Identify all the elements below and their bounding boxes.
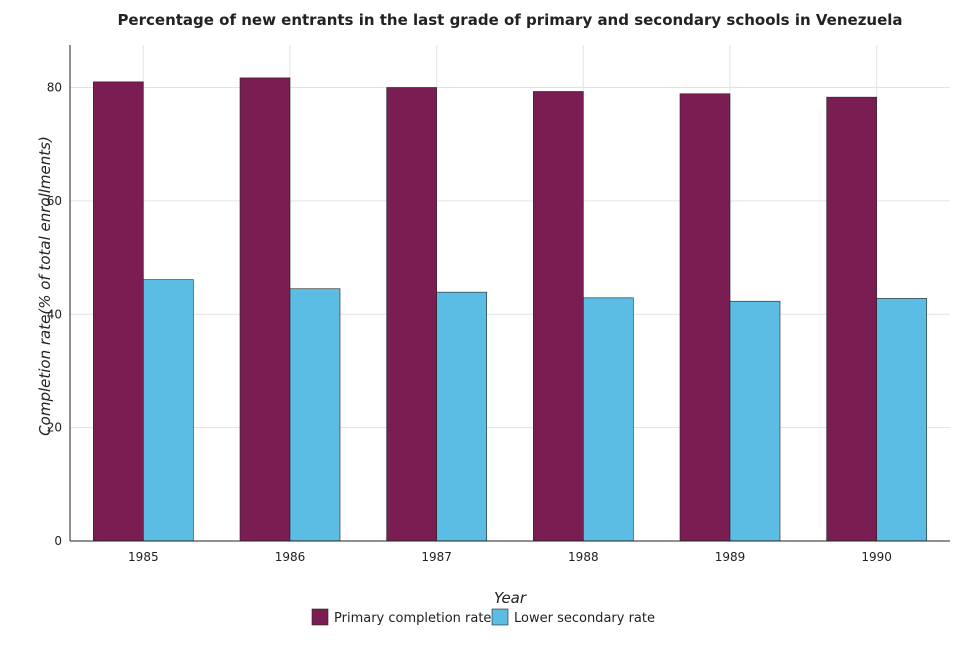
- bar-lower-secondary-1990: [876, 298, 927, 542]
- bar-primary-completion-1987: [386, 87, 437, 542]
- bar-lower-secondary-1985: [143, 279, 194, 542]
- legend: Primary completion rate Lower secondary r…: [311, 608, 655, 626]
- chart-title: Percentage of new entrants in the last g…: [117, 11, 902, 29]
- bar-primary-completion-1990: [826, 96, 877, 542]
- gridlines: [70, 45, 950, 542]
- bar-primary-completion-1985: [93, 81, 144, 542]
- x-tick-label: 1989: [715, 550, 746, 564]
- axes: [69, 45, 950, 542]
- bar-primary-completion-1986: [239, 77, 291, 542]
- x-tick-label: 1990: [861, 550, 892, 564]
- x-tick-label: 1987: [421, 550, 452, 564]
- bar-primary-completion-1988: [533, 91, 584, 542]
- bar-lower-secondary-1986: [289, 288, 341, 542]
- x-tick-label: 1988: [568, 550, 599, 564]
- y-tick-label: 20: [47, 421, 62, 435]
- bar-lower-secondary-1987: [436, 291, 487, 542]
- legend-label: Primary completion rate: [334, 611, 491, 626]
- tick-labels: 0 20 40 60 80 1985 1986 1987 1988 1989 1990: [47, 81, 892, 564]
- bar-lower-secondary-1988: [583, 297, 634, 542]
- x-axis-title: Year: [494, 589, 527, 607]
- bar-lower-secondary-1989: [729, 300, 781, 542]
- bars: [93, 77, 927, 542]
- x-tick-label: 1985: [128, 550, 159, 564]
- y-tick-label: 80: [47, 81, 62, 95]
- legend-label: Lower secondary rate: [514, 611, 655, 626]
- bar-primary-completion-1989: [679, 93, 731, 542]
- y-tick-label: 60: [47, 194, 62, 208]
- y-axis-title: Completion rate(% of total enrollments): [36, 136, 54, 436]
- x-tick-label: 1986: [275, 550, 306, 564]
- y-tick-label: 0: [54, 534, 62, 548]
- legend-swatch: [311, 608, 329, 626]
- y-tick-label: 40: [47, 307, 62, 321]
- legend-swatch: [491, 608, 509, 626]
